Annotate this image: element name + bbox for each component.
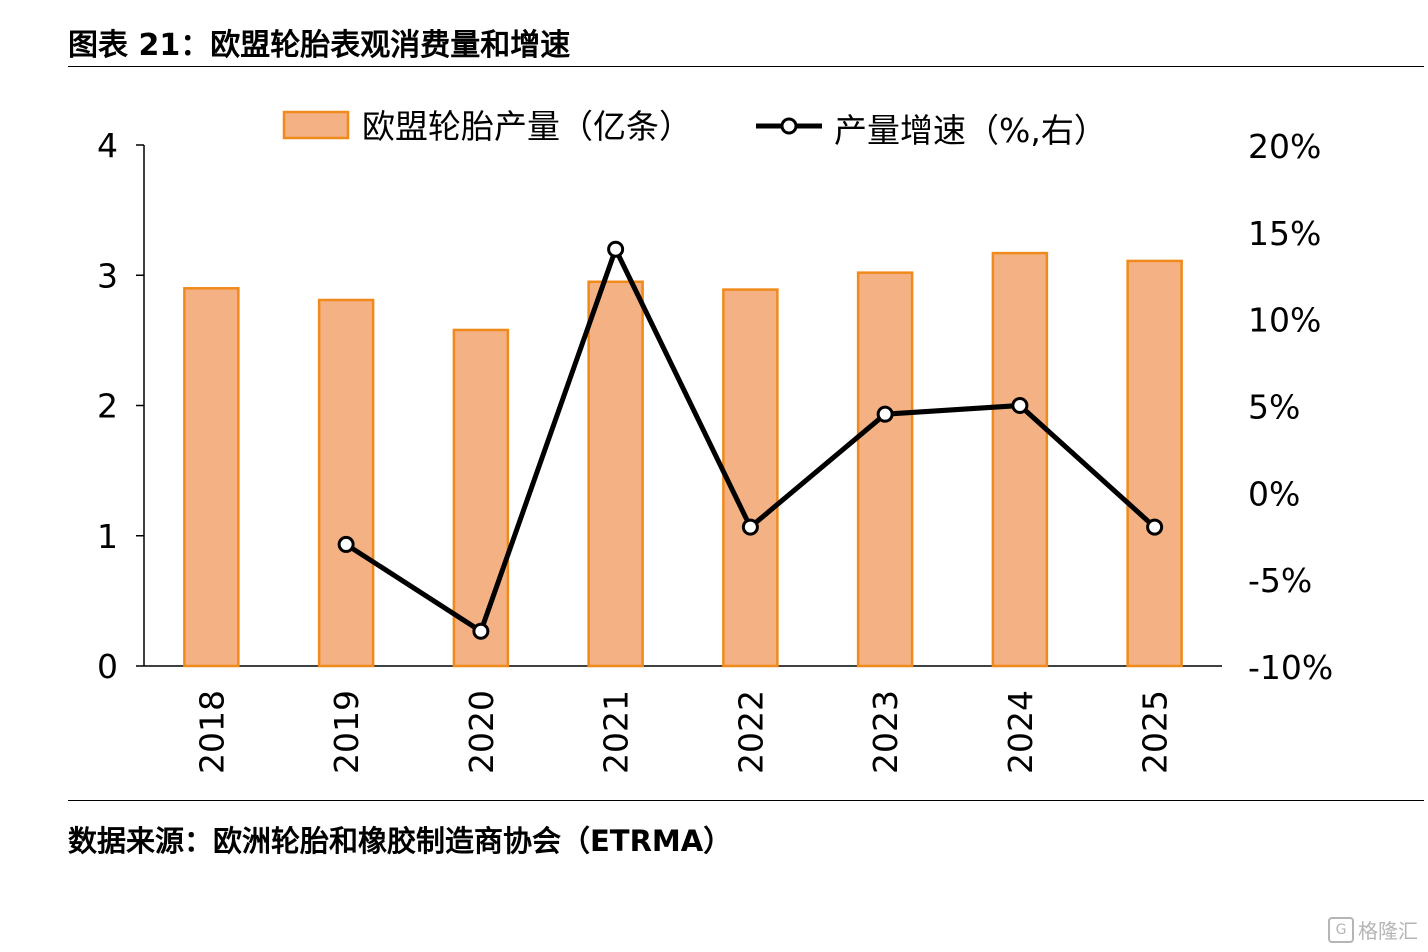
legend-bar-label: 欧盟轮胎产量（亿条） — [362, 107, 692, 146]
bar — [1126, 259, 1183, 668]
watermark-text: 格隆汇 — [1358, 919, 1418, 943]
growth-point — [1146, 518, 1164, 536]
y-right-tick-label: 20% — [1248, 127, 1321, 166]
bar — [452, 328, 510, 668]
legend-line-marker — [780, 117, 798, 135]
x-tick-label: 2023 — [866, 690, 905, 774]
title-rule — [68, 66, 1424, 67]
source-rule — [68, 800, 1424, 801]
y-left-tick-label: 2 — [97, 387, 118, 426]
y-right-tick-label: 10% — [1248, 301, 1321, 340]
watermark: G 格隆汇 — [1328, 915, 1418, 944]
bar — [183, 287, 240, 668]
y-right-tick-label: -10% — [1248, 648, 1333, 687]
growth-point — [607, 240, 625, 258]
y-left-tick-label: 4 — [97, 126, 118, 165]
x-tick-label: 2025 — [1136, 690, 1175, 774]
growth-point — [741, 518, 759, 536]
y-left-tick-label: 1 — [97, 517, 118, 556]
y-right-tick-label: 0% — [1248, 474, 1300, 513]
x-tick-label: 2022 — [731, 690, 770, 774]
x-tick-label: 2020 — [462, 690, 501, 774]
bar — [722, 288, 779, 668]
chart-title: 图表 21：欧盟轮胎表观消费量和增速 — [68, 28, 571, 63]
legend: 欧盟轮胎产量（亿条） 产量增速（%,右） — [282, 107, 1107, 150]
growth-point — [1011, 397, 1029, 414]
y-left-tick-label: 0 — [97, 647, 118, 686]
legend-bar-swatch — [282, 110, 350, 140]
x-tick-label: 2018 — [192, 690, 231, 774]
y-right-tick-label: 5% — [1248, 388, 1300, 427]
y-right-tick-label: 15% — [1248, 214, 1321, 253]
growth-point — [876, 405, 894, 423]
x-tick-label: 2019 — [327, 690, 366, 774]
growth-point — [337, 535, 355, 553]
bar — [587, 280, 644, 668]
source-note: 数据来源：欧洲轮胎和橡胶制造商协会（ETRMA） — [68, 824, 733, 858]
bar — [856, 271, 914, 668]
x-tick-label: 2021 — [597, 690, 636, 774]
y-left-tick-label: 3 — [97, 256, 118, 295]
y-right-tick-label: -5% — [1248, 561, 1312, 600]
watermark-logo-icon: G — [1328, 916, 1354, 943]
bar — [317, 298, 375, 668]
growth-point — [472, 622, 490, 640]
bar — [991, 251, 1049, 668]
x-tick-label: 2024 — [1001, 690, 1040, 774]
legend-line-label: 产量增速（%,右） — [834, 111, 1107, 150]
